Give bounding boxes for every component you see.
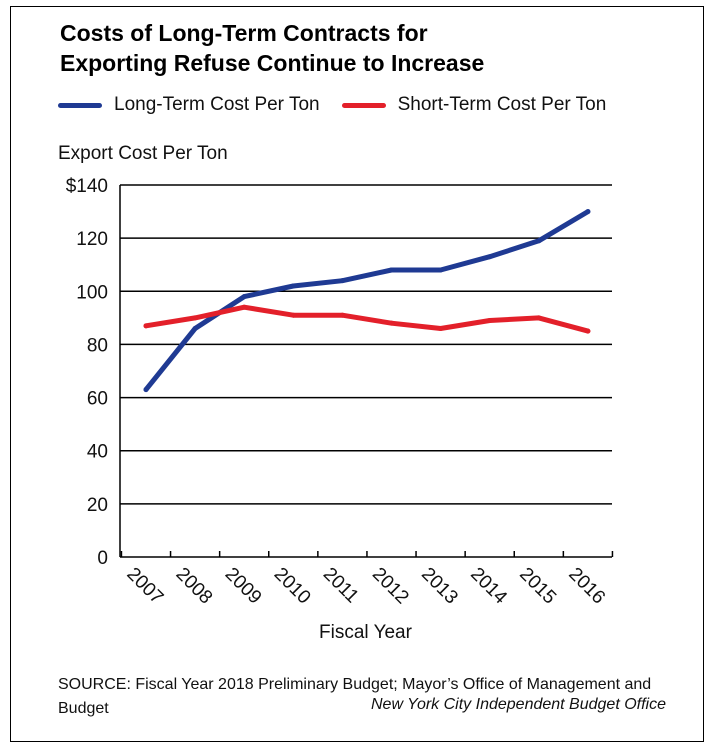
data-point-long-term bbox=[487, 254, 493, 260]
data-point-short-term bbox=[143, 323, 149, 329]
data-point-short-term bbox=[192, 315, 198, 321]
data-point-short-term bbox=[290, 312, 296, 318]
x-tick-label: 2014 bbox=[466, 564, 511, 609]
legend-item-short-term: Short-Term Cost Per Ton bbox=[341, 94, 607, 116]
data-point-short-term bbox=[339, 312, 345, 318]
chart-title-line-2: Exporting Refuse Continue to Increase bbox=[60, 50, 485, 76]
series-line-short-term bbox=[143, 304, 591, 334]
chart-title-line-1: Costs of Long-Term Contracts for bbox=[60, 20, 428, 46]
y-tick-label: 80 bbox=[87, 335, 108, 356]
legend-swatch-short-term bbox=[341, 102, 386, 108]
data-point-long-term bbox=[192, 325, 198, 331]
source-note: SOURCE: Fiscal Year 2018 Preliminary Bud… bbox=[58, 676, 652, 717]
data-point-long-term bbox=[438, 267, 444, 273]
y-tick-label: 60 bbox=[87, 389, 108, 410]
x-tick-label: 2012 bbox=[368, 564, 413, 609]
data-point-long-term bbox=[241, 294, 247, 300]
x-tick-label: 2009 bbox=[221, 564, 266, 609]
data-point-long-term bbox=[389, 267, 394, 273]
x-tick-label: 2008 bbox=[172, 564, 217, 609]
y-axis-label: Export Cost Per Ton bbox=[58, 143, 228, 164]
legend-label-short-term: Short-Term Cost Per Ton bbox=[397, 94, 607, 115]
legend-item-long-term: Long-Term Cost Per Ton bbox=[58, 94, 320, 116]
y-tick-label: 120 bbox=[76, 229, 108, 250]
x-tick-label: 2013 bbox=[417, 564, 462, 609]
x-tick-label: 2010 bbox=[270, 564, 315, 609]
x-tick-label: 2011 bbox=[319, 564, 363, 608]
data-point-short-term bbox=[487, 318, 493, 324]
y-tick-label: 100 bbox=[76, 282, 108, 303]
data-point-long-term bbox=[143, 387, 149, 393]
data-point-long-term bbox=[290, 283, 296, 289]
x-tick-label: 2016 bbox=[564, 564, 609, 609]
y-tick-label: 0 bbox=[97, 548, 108, 569]
x-tick-label: 2007 bbox=[122, 564, 167, 609]
x-axis-label: Fiscal Year bbox=[319, 622, 412, 643]
data-point-long-term bbox=[536, 238, 542, 244]
data-point-short-term bbox=[585, 328, 591, 334]
chart-frame bbox=[10, 6, 704, 742]
chart-title: Costs of Long-Term Contracts for Exporti… bbox=[60, 18, 484, 78]
y-tick-label: 20 bbox=[87, 495, 108, 516]
data-point-short-term bbox=[438, 325, 444, 331]
credit-line: New York City Independent Budget Office bbox=[371, 696, 666, 713]
data-point-long-term bbox=[339, 278, 345, 284]
legend-label-long-term: Long-Term Cost Per Ton bbox=[114, 94, 320, 115]
y-tick-label: 40 bbox=[87, 442, 108, 463]
data-point-short-term bbox=[536, 315, 542, 321]
legend-swatch-long-term bbox=[58, 102, 102, 108]
data-point-short-term bbox=[241, 304, 247, 310]
chart-legend: Long-Term Cost Per Ton Short-Term Cost P… bbox=[58, 92, 628, 118]
x-tick-label: 2015 bbox=[515, 564, 560, 609]
y-tick-label: $140 bbox=[66, 176, 108, 197]
data-point-short-term bbox=[389, 320, 394, 326]
data-point-long-term bbox=[585, 209, 591, 215]
